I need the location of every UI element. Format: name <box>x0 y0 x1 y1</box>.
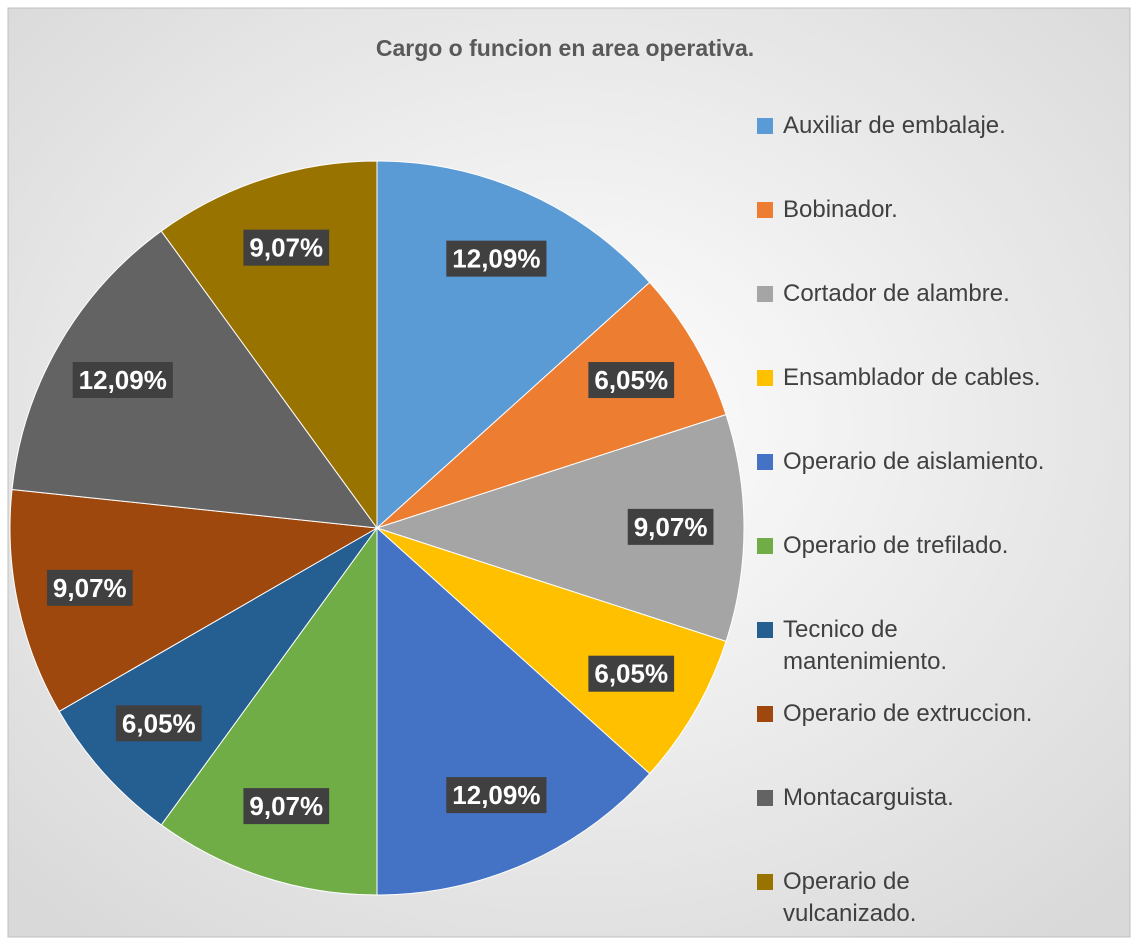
legend-label: Montacarguista. <box>783 784 954 811</box>
data-label: 6,05% <box>122 708 196 738</box>
legend-swatch <box>757 622 773 638</box>
legend-entry: Cortador de alambre. <box>757 278 1046 310</box>
data-label-box <box>243 788 330 825</box>
data-label: 6,05% <box>594 659 668 689</box>
pie-slice <box>11 230 379 529</box>
data-label-box <box>46 569 133 606</box>
data-label-box <box>588 655 675 692</box>
pie-slice <box>58 527 378 826</box>
legend-entry: Auxiliar de embalaje. <box>757 110 1046 142</box>
data-label-box <box>243 229 330 266</box>
legend-label: Tecnico de mantenimiento. <box>783 616 948 675</box>
legend-label: Bobinador. <box>783 196 898 223</box>
data-label-box <box>446 240 547 277</box>
pie-slice <box>375 413 745 643</box>
data-label-box <box>446 777 547 814</box>
legend-entry: Operario de trefilado. <box>757 530 1046 562</box>
data-label: 9,07% <box>53 573 127 603</box>
legend-label: Operario de trefilado. <box>783 532 1009 559</box>
legend-swatch <box>757 370 773 386</box>
legend-entry: Tecnico de mantenimiento. <box>757 614 1046 678</box>
data-label: 12,09% <box>452 244 540 274</box>
legend-swatch <box>757 874 773 890</box>
pie-slice <box>376 281 727 529</box>
data-label: 9,07% <box>249 791 323 821</box>
legend-label: Operario de extruccion. <box>783 700 1033 727</box>
pie-slice <box>376 160 651 530</box>
legend-label: Cortador de alambre. <box>783 280 1010 307</box>
legend-entry: Operario de vulcanizado. <box>757 866 1046 930</box>
legend-entry: Operario de extruccion. <box>757 698 1046 730</box>
legend-entry: Ensamblador de cables. <box>757 362 1046 394</box>
legend-label: Ensamblador de cables. <box>783 364 1041 391</box>
data-label: 9,07% <box>249 233 323 263</box>
legend-swatch <box>757 118 773 134</box>
legend-swatch <box>757 790 773 806</box>
data-label-box <box>115 705 202 742</box>
legend-label: Operario de aislamiento. <box>783 448 1045 475</box>
data-label: 12,09% <box>79 365 167 395</box>
data-label: 12,09% <box>452 780 540 810</box>
legend-entry: Operario de aislamiento. <box>757 446 1046 478</box>
legend-entry: Montacarguista. <box>757 782 1046 814</box>
legend-swatch <box>757 286 773 302</box>
pie-slice <box>376 527 727 775</box>
legend-swatch <box>757 706 773 722</box>
legend-label: Operario de vulcanizado. <box>783 868 917 927</box>
data-label: 9,07% <box>634 512 708 542</box>
legend-swatch <box>757 538 773 554</box>
data-label: 6,05% <box>594 365 668 395</box>
pie-slice <box>9 489 379 713</box>
legend-label: Auxiliar de embalaje. <box>783 112 1006 139</box>
legend-entry: Bobinador. <box>757 194 1046 226</box>
data-label-box <box>72 362 173 399</box>
legend-swatch <box>757 454 773 470</box>
data-label-box <box>627 508 714 545</box>
chart-title: Cargo o funcion en area operativa. <box>376 35 754 61</box>
legend-swatch <box>757 202 773 218</box>
pie-slice <box>376 526 651 896</box>
data-label-box <box>588 362 675 399</box>
